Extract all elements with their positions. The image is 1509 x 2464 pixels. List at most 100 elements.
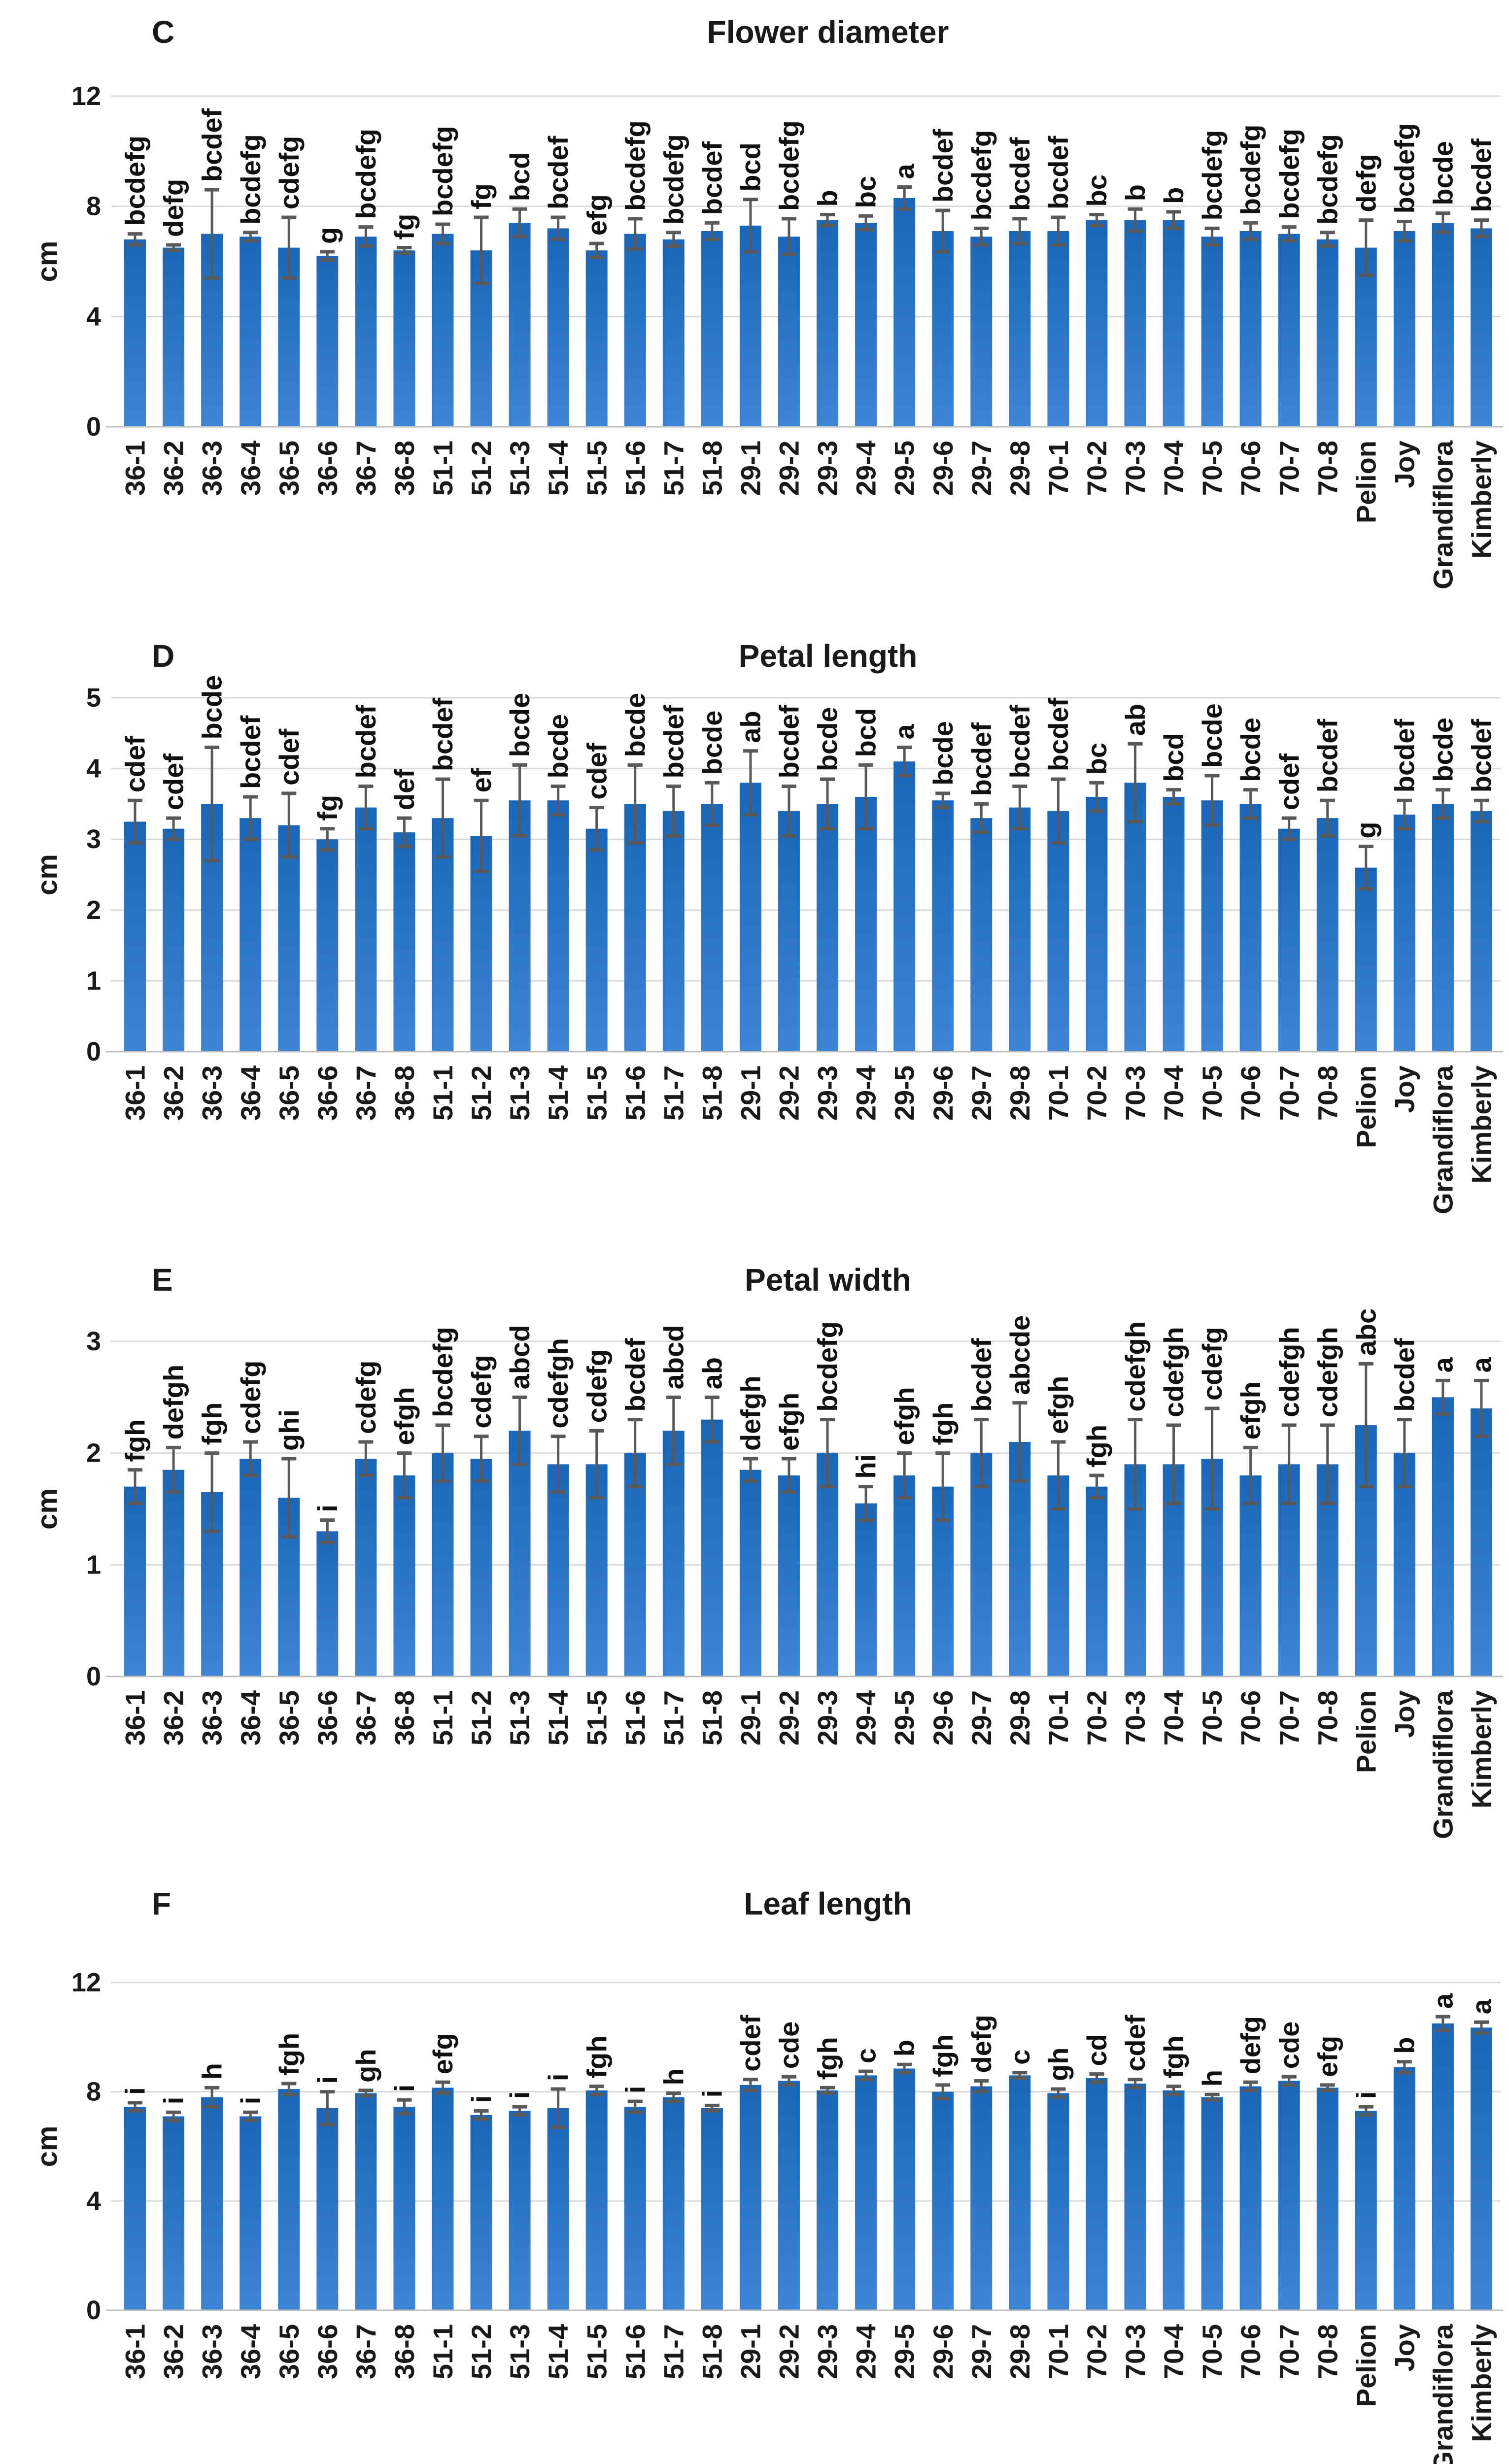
x-category-label: Joy — [1389, 2324, 1420, 2372]
bar — [1086, 1486, 1108, 1677]
significance-letter-label: bcdef — [658, 705, 689, 779]
significance-letter-label: cdef — [1273, 753, 1304, 810]
significance-letter-label: bcdef — [1004, 137, 1035, 211]
x-category-label: 29-3 — [812, 1065, 843, 1121]
significance-letter-label: efg — [581, 194, 612, 236]
significance-letter-label: fgh — [120, 1419, 151, 1462]
x-category-label: 51-5 — [581, 1065, 612, 1121]
x-category-label: 51-6 — [619, 2324, 651, 2379]
significance-letter-label: fgh — [197, 1403, 228, 1445]
bar — [509, 2111, 531, 2310]
x-category-label: 29-1 — [735, 1065, 766, 1121]
significance-letter-label: efgh — [389, 1387, 420, 1445]
y-tick-label: 4 — [86, 302, 101, 331]
significance-letter-label: cdef — [581, 743, 612, 799]
x-category-label: 51-6 — [619, 1065, 651, 1121]
bar-chart-leaf-length: 0 4 8 12 cm i 36-1 i 36-2 h 36-3 i 36-4 fgh 36-5 i 36-6 g… — [31, 1968, 1503, 2464]
significance-letter-label: bcde — [1235, 718, 1266, 782]
x-category-label: 36-1 — [120, 2324, 151, 2379]
bar — [1201, 237, 1223, 427]
x-category-label: 29-4 — [851, 441, 882, 496]
bar — [932, 2091, 954, 2310]
x-category-label: 36-7 — [350, 2324, 381, 2379]
significance-letter-label: cdef — [158, 753, 189, 810]
x-category-label: Joy — [1389, 441, 1420, 488]
significance-letter-label: i — [504, 2091, 535, 2099]
bar — [240, 237, 262, 427]
x-category-label: 70-4 — [1158, 1690, 1189, 1745]
bar — [1009, 2075, 1031, 2310]
bar — [163, 247, 185, 427]
x-category-label: 29-6 — [927, 441, 959, 496]
x-category-label: 36-2 — [158, 441, 189, 496]
x-category-label: 29-4 — [851, 1690, 882, 1745]
bar — [470, 1459, 492, 1677]
significance-letter-label: efgh — [774, 1393, 805, 1451]
x-category-label: 29-4 — [851, 1065, 882, 1121]
y-tick-label: 1 — [86, 966, 101, 995]
bar — [316, 839, 339, 1052]
bar — [1009, 231, 1031, 427]
significance-letter-label: efgh — [889, 1387, 920, 1445]
significance-letter-label: bcde — [504, 693, 535, 757]
bar — [1432, 804, 1454, 1052]
x-category-label: 70-1 — [1043, 1065, 1074, 1121]
x-category-label: 36-6 — [312, 1065, 343, 1121]
significance-letter-label: bcde — [1428, 718, 1459, 782]
x-category-label: 29-5 — [889, 1065, 920, 1121]
x-category-label: 51-3 — [504, 1065, 535, 1121]
significance-letter-label: cd — [1081, 2034, 1112, 2066]
significance-letter-label: i — [696, 2090, 727, 2098]
y-axis-label: cm — [31, 854, 63, 895]
bar — [1239, 804, 1262, 1052]
x-category-label: 70-6 — [1235, 441, 1266, 496]
bar — [1432, 223, 1454, 427]
significance-letter-label: bcdef — [1043, 697, 1074, 771]
significance-letter-label: bc — [851, 176, 882, 208]
bar — [509, 223, 531, 427]
bar — [1086, 220, 1108, 427]
x-category-label: 29-8 — [1004, 441, 1035, 496]
x-category-label: 70-2 — [1081, 2324, 1112, 2379]
bar — [124, 2107, 146, 2310]
bar — [201, 2097, 223, 2310]
bar — [355, 237, 377, 427]
bar — [316, 256, 339, 427]
bar — [1470, 228, 1492, 427]
bar — [662, 2097, 685, 2310]
x-category-label: Kimberly — [1466, 1690, 1497, 1809]
bar — [970, 2086, 993, 2310]
significance-letter-label: h — [658, 2068, 689, 2085]
significance-letter-label: i — [312, 1505, 343, 1512]
bar — [1163, 2090, 1185, 2310]
x-category-label: 36-7 — [350, 1065, 381, 1121]
y-axis-label: cm — [31, 241, 63, 282]
x-category-label: 29-1 — [735, 441, 766, 496]
bar — [624, 1453, 646, 1677]
x-category-label: 36-2 — [158, 2324, 189, 2379]
bar — [970, 1453, 993, 1677]
significance-letter-label: bcdefg — [235, 134, 266, 225]
bar — [1393, 1453, 1415, 1677]
x-category-label: Kimberly — [1466, 441, 1497, 559]
x-category-label: 29-6 — [927, 1690, 959, 1745]
x-category-label: 29-1 — [735, 2324, 766, 2379]
x-category-label: 70-8 — [1312, 1690, 1343, 1745]
bar — [893, 761, 916, 1052]
significance-letter-label: cdefg — [466, 1355, 497, 1428]
bar — [393, 1475, 415, 1677]
bar — [817, 220, 839, 427]
significance-letter-label: defgh — [158, 1365, 189, 1439]
x-category-label: 29-8 — [1004, 1065, 1035, 1121]
significance-letter-label: abcde — [1004, 1315, 1035, 1395]
x-category-label: 36-2 — [158, 1690, 189, 1745]
significance-letter-label: bcdef — [696, 141, 727, 215]
bar — [739, 783, 761, 1052]
significance-letter-label: fgh — [927, 1403, 959, 1445]
x-category-label: 29-7 — [966, 2324, 997, 2379]
significance-letter-label: fgh — [812, 2037, 843, 2080]
y-tick-label: 3 — [86, 824, 101, 854]
bar — [624, 804, 646, 1052]
bar — [163, 828, 185, 1052]
significance-letter-label: defg — [1235, 2016, 1266, 2074]
